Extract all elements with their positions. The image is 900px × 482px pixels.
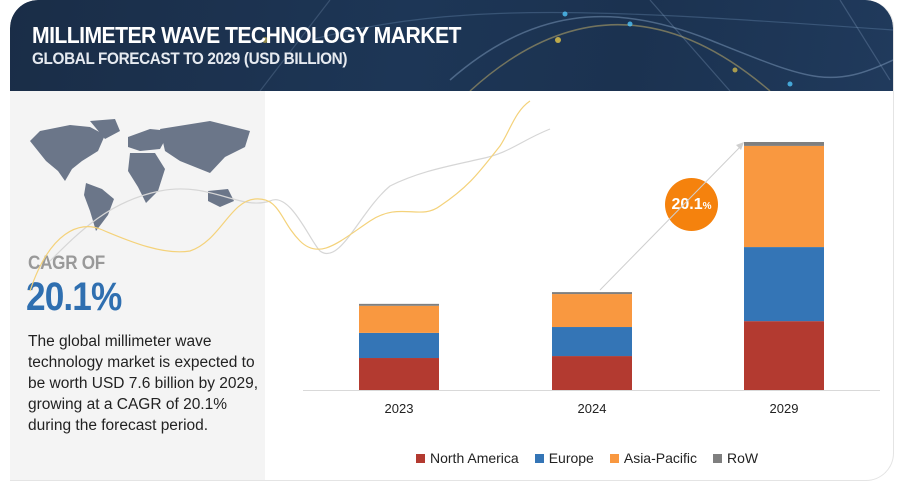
bar-2029-row: [744, 142, 824, 146]
left-panel: CAGR OF 20.1% The global millimeter wave…: [10, 91, 265, 480]
header-background-lines: [259, 0, 893, 91]
x-tick-label: 2023: [385, 401, 414, 416]
bar-2023-row: [359, 303, 439, 306]
chart-subtitle: GLOBAL FORECAST TO 2029 (USD BILLION): [32, 49, 348, 68]
bar-2024-asia-pacific: [552, 294, 632, 328]
legend-item: Asia-Pacific: [609, 450, 697, 466]
legend-swatch: [534, 453, 544, 463]
legend-label: Europe: [548, 450, 594, 466]
cagr-bubble-unit: %: [702, 200, 712, 212]
bar-2029-asia-pacific: [744, 145, 824, 248]
legend-item: RoW: [713, 450, 758, 466]
bar-2029-north-america: [744, 321, 824, 390]
x-tick-label: 2029: [770, 401, 799, 416]
cagr-bubble: 20.1%: [665, 178, 718, 231]
legend-swatch: [713, 453, 722, 463]
bar-2023-asia-pacific: [359, 305, 439, 333]
cagr-label: CAGR OF: [28, 253, 105, 274]
legend-item: Europe: [534, 450, 594, 466]
chart-title: MILLIMETER WAVE TECHNOLOGY MARKET: [32, 22, 461, 48]
cagr-arrow-head: [736, 142, 744, 150]
legend-label: RoW: [727, 450, 759, 466]
x-tick-label: 2024: [578, 401, 607, 416]
bar-2024-row: [552, 292, 632, 295]
cagr-arrow: [599, 144, 743, 291]
world-map-icon: [30, 119, 250, 231]
bar-2023-europe: [359, 332, 439, 359]
cagr-bubble-value: 20.1: [671, 195, 703, 213]
bar-2023-north-america: [359, 358, 439, 390]
cagr-value: 20.1%: [26, 275, 122, 319]
decorative-curves: [29, 100, 551, 292]
bar-2029-europe: [744, 247, 824, 322]
legend-swatch: [609, 453, 619, 463]
legend-swatch: [416, 453, 425, 463]
chart-legend: North America Europe Asia-Pacific RoW: [416, 450, 774, 466]
header-banner: MILLIMETER WAVE TECHNOLOGY MARKET GLOBAL…: [10, 0, 893, 91]
bar-2024-north-america: [552, 356, 632, 390]
market-description: The global millimeter wave technology ma…: [28, 333, 259, 434]
bar-2024-europe: [552, 327, 632, 357]
legend-label: Asia-Pacific: [623, 450, 697, 466]
legend-item: North America: [416, 450, 519, 466]
legend-label: North America: [430, 450, 519, 466]
